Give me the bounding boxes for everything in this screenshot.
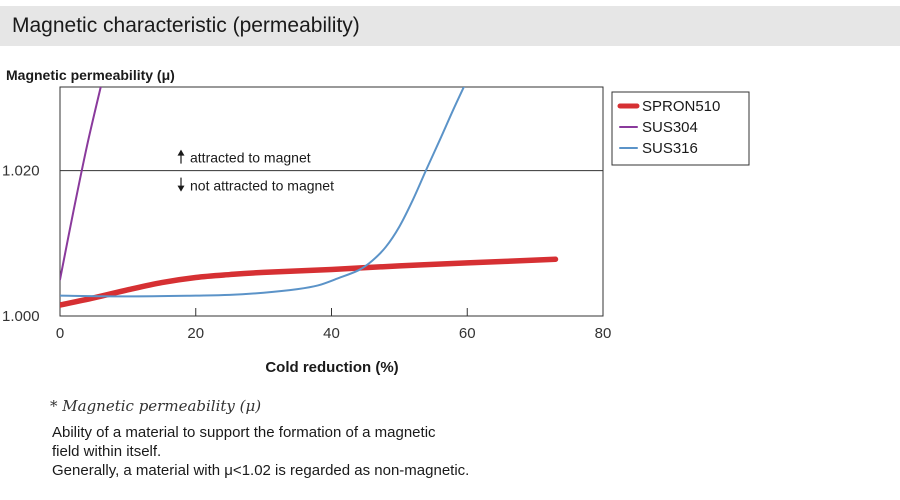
x-tick-label: 60: [459, 325, 476, 342]
legend-label-sus304: SUS304: [642, 119, 698, 136]
x-tick-label: 40: [323, 325, 340, 342]
legend-label-spron510: SPRON510: [642, 98, 720, 115]
note-line-3: Generally, a material with μ<1.02 is reg…: [52, 462, 470, 479]
legend-label-sus316: SUS316: [642, 140, 698, 157]
x-tick-label: 0: [56, 325, 64, 342]
x-tick-label: 20: [187, 325, 204, 342]
note-line-1: Ability of a material to support the for…: [52, 424, 436, 441]
y-tick-label: 1.000: [2, 308, 40, 325]
x-axis-label: Cold reduction (%): [265, 359, 398, 376]
note-line-2: field within itself.: [52, 443, 162, 460]
page-title: Magnetic characteristic (permeability): [12, 14, 360, 37]
y-tick-label: 1.020: [2, 163, 40, 180]
series-line-spron510: [60, 256, 559, 308]
note-heading: * Magnetic permeability (μ): [50, 397, 262, 415]
annotation-not-attracted: not attracted to magnet: [190, 178, 334, 194]
series-line-sus316: [60, 87, 465, 298]
series-line-sus304: [60, 87, 102, 281]
y-axis-label: Magnetic permeability (μ): [6, 67, 175, 83]
x-tick-label: 80: [595, 325, 612, 342]
annotation-attracted: attracted to magnet: [190, 150, 311, 166]
arrow-down-icon-head: [177, 185, 185, 192]
arrow-up-icon-head: [177, 149, 185, 156]
header-band: [0, 6, 900, 46]
